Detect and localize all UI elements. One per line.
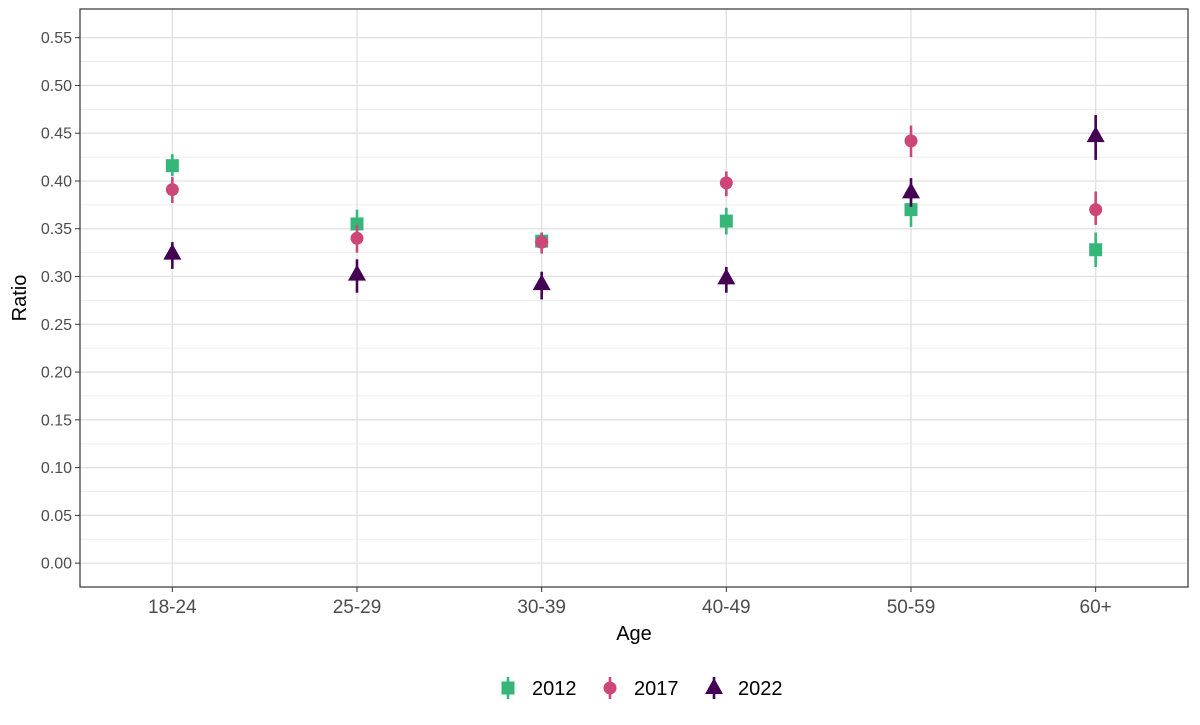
data-point	[350, 217, 364, 231]
legend-item-2017: 2017	[603, 677, 679, 700]
y-axis: 0.00 0.05 0.10 0.15 0.20 0.25 0.30 0.35 0.40 0.45…	[41, 30, 80, 573]
data-point	[1089, 203, 1103, 217]
data-point	[904, 134, 918, 148]
y-tick-label: 0.10	[41, 460, 72, 477]
data-point	[717, 268, 736, 285]
y-tick-label: 0.20	[41, 365, 72, 382]
legend-item-2022: 2022	[705, 677, 783, 700]
series-2022	[163, 115, 1105, 300]
x-tick-label: 18-24	[148, 597, 197, 618]
y-axis-title: Ratio	[9, 275, 31, 322]
x-tick-label: 30-39	[517, 597, 566, 618]
grid-layer	[80, 9, 1188, 587]
series-2012	[165, 154, 1103, 267]
legend-item-2012: 2012	[501, 677, 577, 700]
data-point	[535, 235, 549, 249]
data-point	[719, 214, 733, 228]
y-tick-label: 0.45	[41, 126, 72, 143]
data-point	[348, 264, 366, 281]
y-tick-label: 0.00	[41, 556, 72, 573]
x-tick-label: 60+	[1080, 597, 1112, 618]
x-tick-label: 50-59	[887, 597, 936, 618]
series-layer	[163, 115, 1105, 300]
x-axis-title: Age	[616, 623, 652, 645]
data-point	[350, 231, 364, 245]
y-tick-label: 0.55	[41, 30, 72, 47]
legend-key-marker	[603, 681, 617, 695]
series-2017	[165, 125, 1103, 254]
x-axis: 18-24 25-29 30-39 40-49 50-59 60+	[148, 587, 1112, 618]
y-tick-label: 0.05	[41, 508, 72, 525]
data-point	[163, 243, 182, 260]
legend-key-marker	[705, 678, 723, 694]
legend-label: 2017	[634, 678, 679, 700]
y-tick-label: 0.40	[41, 173, 72, 190]
y-tick-label: 0.50	[41, 78, 72, 95]
data-point	[904, 203, 918, 217]
y-tick-label: 0.35	[41, 221, 72, 238]
x-tick-label: 40-49	[702, 597, 751, 618]
legend-label: 2022	[738, 678, 783, 700]
legend-key-marker	[501, 681, 515, 695]
x-tick-label: 25-29	[333, 597, 382, 618]
legend-label: 2012	[532, 678, 577, 700]
data-point	[165, 159, 179, 173]
data-point	[165, 183, 179, 197]
data-point	[719, 176, 733, 190]
legend: 2012 2017 2022	[501, 677, 783, 700]
data-point	[1086, 126, 1105, 143]
data-point	[902, 182, 920, 199]
y-tick-label: 0.15	[41, 412, 72, 429]
panel-border	[79, 8, 1189, 588]
y-tick-label: 0.25	[41, 317, 72, 334]
data-point	[1089, 243, 1103, 257]
data-point	[532, 274, 551, 291]
y-tick-label: 0.30	[41, 269, 72, 286]
